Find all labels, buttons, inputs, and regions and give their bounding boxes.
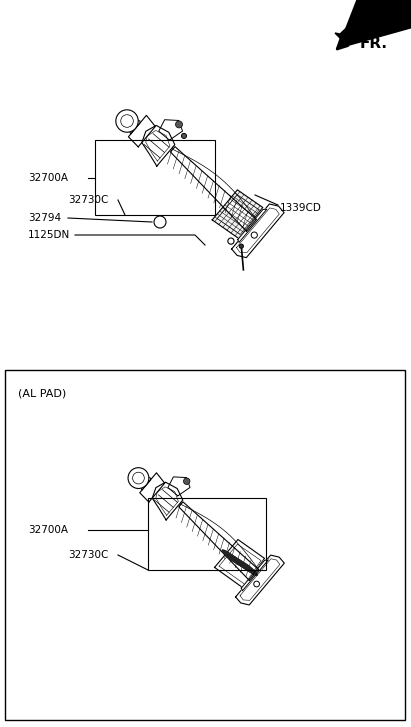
Polygon shape: [168, 477, 190, 496]
Circle shape: [182, 133, 187, 138]
Polygon shape: [171, 147, 256, 231]
Ellipse shape: [227, 553, 242, 566]
Text: FR.: FR.: [365, 15, 391, 29]
Bar: [148, 498, 266, 570]
Ellipse shape: [226, 553, 240, 564]
Circle shape: [175, 121, 182, 128]
Circle shape: [133, 473, 144, 484]
Text: 32794: 32794: [28, 213, 61, 223]
Polygon shape: [152, 482, 183, 520]
Circle shape: [228, 238, 234, 244]
Text: 32700A: 32700A: [28, 525, 68, 535]
Polygon shape: [238, 209, 267, 242]
Bar: [5, 370, 405, 720]
Polygon shape: [212, 190, 263, 238]
Ellipse shape: [234, 558, 249, 570]
Polygon shape: [335, 20, 360, 45]
Ellipse shape: [229, 555, 243, 566]
Text: (AL PAD): (AL PAD): [18, 388, 66, 398]
Ellipse shape: [243, 563, 257, 576]
Circle shape: [183, 478, 190, 484]
Circle shape: [116, 110, 138, 132]
Text: 1125DN: 1125DN: [28, 230, 70, 240]
Polygon shape: [215, 539, 265, 588]
Polygon shape: [141, 478, 150, 490]
Ellipse shape: [233, 557, 247, 569]
Circle shape: [239, 244, 243, 248]
Text: 1339CD: 1339CD: [280, 203, 322, 213]
Ellipse shape: [241, 562, 256, 574]
Polygon shape: [142, 126, 175, 166]
Text: 32730C: 32730C: [68, 195, 109, 205]
Polygon shape: [241, 560, 268, 591]
Polygon shape: [232, 204, 284, 257]
Circle shape: [254, 581, 259, 587]
Ellipse shape: [222, 550, 236, 562]
Ellipse shape: [238, 560, 252, 572]
Polygon shape: [140, 473, 165, 502]
Circle shape: [154, 216, 166, 228]
Circle shape: [121, 115, 133, 127]
Circle shape: [251, 232, 257, 238]
Polygon shape: [128, 116, 155, 147]
Polygon shape: [179, 502, 259, 580]
Text: 32730C: 32730C: [68, 550, 109, 560]
Ellipse shape: [236, 559, 250, 571]
Text: 32700A: 32700A: [28, 173, 68, 183]
Ellipse shape: [224, 551, 238, 563]
Circle shape: [128, 467, 149, 489]
Ellipse shape: [231, 555, 245, 568]
Ellipse shape: [240, 561, 254, 573]
Bar: [95, 140, 215, 215]
Polygon shape: [236, 555, 284, 605]
Text: FR.: FR.: [360, 36, 388, 50]
Polygon shape: [130, 120, 140, 134]
Polygon shape: [159, 120, 182, 140]
